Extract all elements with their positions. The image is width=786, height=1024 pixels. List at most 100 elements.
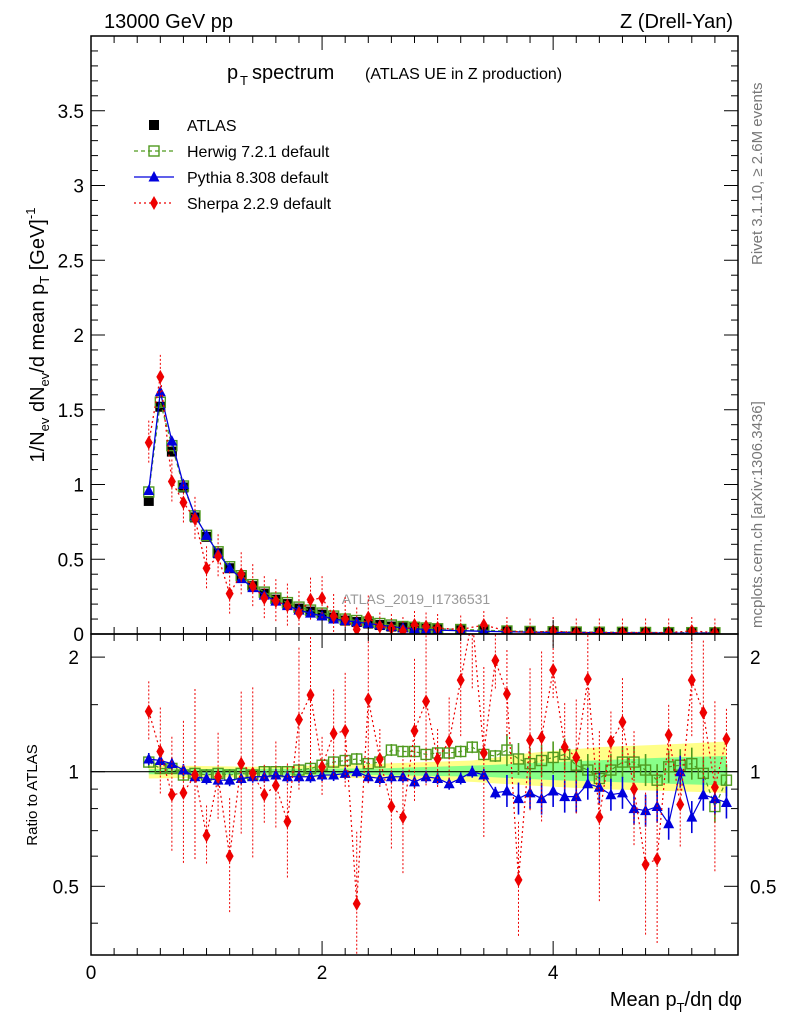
sherpa-ratio-point [398,810,407,825]
pythia-ratio-point [143,752,155,764]
pythia-ratio-point [351,765,363,777]
sherpa-ratio-point [641,857,650,872]
y-tick-label: 0 [73,625,84,646]
legend-label: Sherpa 2.2.9 default [187,196,332,213]
title-rest: spectrum [252,62,334,84]
plot-title: p T spectrum (ATLAS UE in Z production) [227,62,562,88]
ratio-data [91,611,738,955]
atlas-point [166,446,177,457]
herwig-ratio-point [720,774,733,786]
herwig-ratio-point [512,753,525,765]
sherpa-ratio-point [445,734,454,749]
svg-text:1/Nev dNev/d mean pT [GeV]-1: 1/Nev dNev/d mean pT [GeV]-1 [23,208,52,463]
sherpa-ratio-point [526,733,535,748]
main-panel [143,354,721,634]
ratio-frame [90,633,739,956]
sherpa-ratio-point [606,734,615,749]
sherpa-ratio-point [468,611,476,625]
pythia-point [143,484,155,495]
sherpa-ratio-point [214,769,223,784]
sherpa-ratio-point [710,780,719,795]
energy-label: 13000 GeV pp [104,11,233,33]
y-tick-label: 3 [73,177,84,198]
sherpa-ratio-point [502,686,511,701]
ratio-tick-label-right: 2 [750,648,761,669]
herwig-ratio-point [616,756,629,768]
sherpa-ratio-point [491,653,500,668]
herwig-ratio-point [501,744,513,756]
frames: 00.511.522.533.50.5 0.51 12 20 2 4 [53,35,776,984]
pythia-ratio-point [501,784,513,796]
sherpa-ratio-point [618,715,627,730]
sherpa-ratio-point [318,759,327,774]
sherpa-ratio-point [433,751,442,766]
pythia-point [177,478,189,489]
sherpa-point [479,618,488,633]
x-tick-label: 0 [86,963,97,984]
sherpa-point [214,549,223,564]
pythia-ratio-point [686,811,698,822]
sherpa-point [283,598,292,613]
sherpa-point [410,618,419,633]
sherpa-point [352,622,361,634]
sherpa-point [190,511,199,526]
sherpa-ratio-point [514,872,523,887]
ratio-panel [91,611,738,955]
legend-label: ATLAS [187,118,237,135]
y-tick-label: 2 [73,326,84,347]
sherpa-point [144,435,153,450]
sherpa-ratio-point [341,723,350,738]
sherpa-point [248,579,257,594]
ratio-tick-label-right: 0.5 [750,877,776,898]
sherpa-point [156,369,165,384]
main-data [143,354,721,634]
legend-label: Herwig 7.2.1 default [187,144,330,161]
y-tick-label: 1.5 [58,401,84,422]
sherpa-ratio-point [237,756,246,771]
sherpa-point [202,561,211,576]
pythia-point [201,529,213,540]
sherpa-point [364,610,373,625]
sherpa-ratio-point [410,723,419,738]
pythia-ratio-point [466,765,478,777]
legend: ATLAS Herwig 7.2.1 default Pythia 8.308 de… [134,118,332,213]
sherpa-ratio-point [630,782,639,797]
y-tick-label: 0.5 [58,550,84,571]
sherpa-ratio-point [190,768,199,783]
herwig-ratio-point [351,753,363,765]
pythia-point [316,610,328,621]
pythia-ratio-point [512,792,524,804]
mcplots-note: mcplots.cern.ch [arXiv:1306.3436] [749,401,766,628]
pythia-ratio-point [478,769,490,780]
pythia-ratio-point [720,796,732,808]
sherpa-point [398,624,407,634]
sherpa-ratio-point [676,797,685,812]
sherpa-point [237,567,246,582]
y-tick-label: 1 [73,476,84,497]
pythia-ratio-point [605,788,617,800]
sherpa-ratio-point [572,750,581,765]
sherpa-ratio-point [479,745,488,760]
sherpa-ratio-point [294,712,303,727]
sherpa-point [318,591,327,606]
ratio-axis-label: Ratio to ATLAS [24,744,41,845]
sherpa-point [294,606,303,621]
pythia-ratio-point [674,765,686,777]
sherpa-ratio-point [167,787,176,802]
pythia-point [166,435,178,446]
legend-marker [148,171,160,182]
sherpa-ratio-point [225,849,234,864]
sherpa-ratio-point [722,731,731,746]
herwig-ratio-point [397,745,409,758]
y-tick-label: 2.5 [58,251,84,272]
herwig-ratio-point [489,750,502,762]
sherpa-ratio-point [560,740,569,755]
analysis-id: ATLAS_2019_I1736531 [342,591,491,607]
title-note: (ATLAS UE in Z production) [365,66,562,83]
sherpa-ratio-point [375,751,384,766]
sherpa-point [260,591,269,606]
herwig-ratio-point [385,744,398,756]
svg-text:Mean pT/dη dφ: Mean pT/dη dφ [610,989,742,1015]
sherpa-ratio-point [271,778,280,793]
sherpa-point [306,592,315,607]
